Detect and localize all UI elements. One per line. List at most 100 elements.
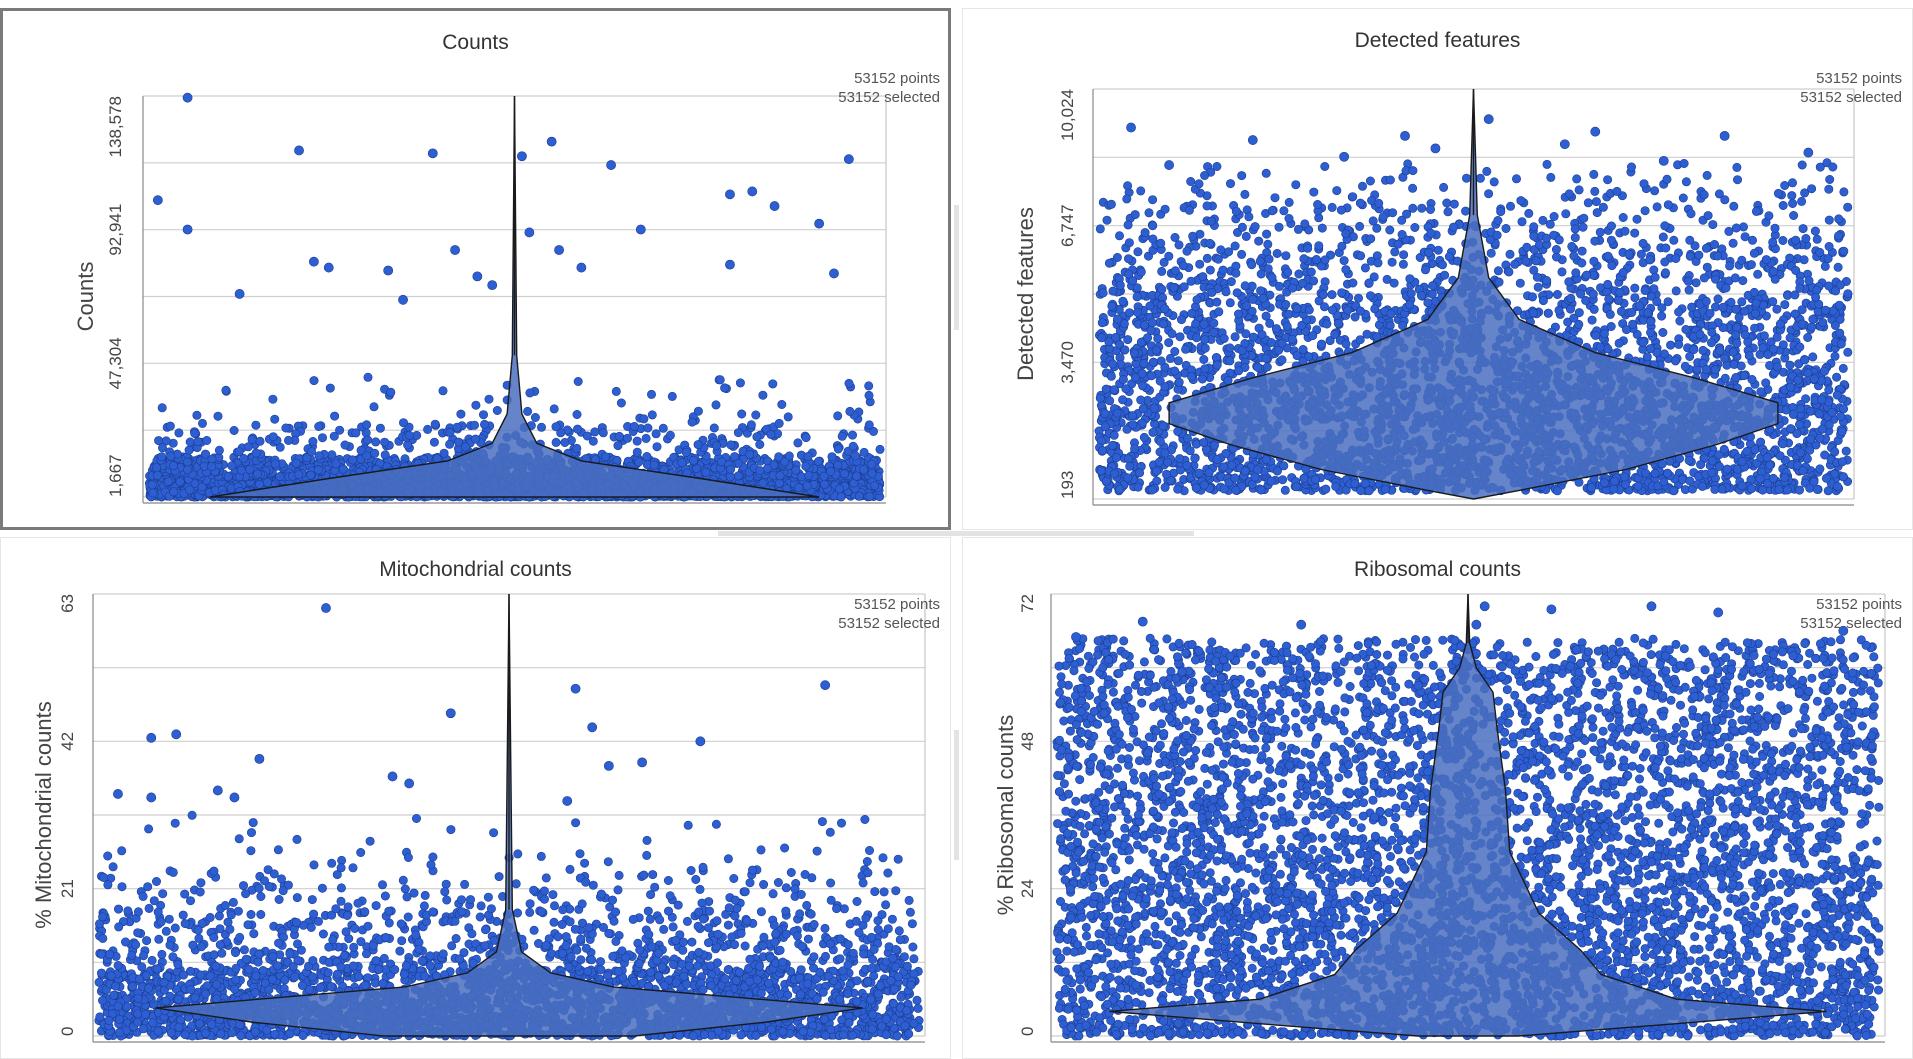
jitter-point — [460, 442, 470, 452]
jitter-point — [152, 470, 162, 480]
jitter-point — [768, 379, 778, 389]
jitter-point — [711, 400, 721, 410]
jitter-point — [658, 423, 668, 433]
jitter-point — [356, 445, 366, 455]
jitter-point — [852, 471, 862, 481]
jitter-point — [492, 405, 502, 415]
jitter-point — [642, 451, 652, 461]
jitter-point — [833, 444, 843, 454]
jitter-point — [864, 381, 874, 391]
outlier-point — [308, 256, 319, 267]
jitter-point — [819, 471, 829, 481]
jitter-point — [207, 461, 217, 471]
jitter-point — [185, 437, 195, 447]
panel-counts[interactable]: Counts 1,667 47,304 92,941 138,578 Counts 53… — [0, 8, 951, 530]
jitter-point — [687, 417, 697, 427]
outlier-point — [517, 151, 527, 162]
jitter-point — [302, 453, 312, 463]
jitter-point — [523, 406, 533, 416]
jitter-point — [283, 435, 293, 445]
jitter-point — [774, 418, 784, 428]
selection-stats: 53152 points 53152 selected — [838, 69, 940, 107]
jitter-point — [255, 436, 265, 446]
jitter-point — [1191, 483, 1201, 493]
jitter-point — [306, 447, 316, 457]
jitter-point — [735, 378, 745, 388]
jitter-point — [875, 444, 885, 454]
jitter-point — [291, 458, 301, 468]
outlier-point — [576, 262, 587, 273]
jitter-point — [1108, 440, 1118, 450]
jitter-point — [834, 484, 844, 494]
jitter-point — [309, 376, 319, 386]
jitter-point — [572, 443, 582, 453]
jitter-point — [1130, 444, 1140, 454]
jitter-point — [804, 470, 814, 480]
y-tick-label: 47,304 — [106, 337, 125, 389]
jitter-point — [243, 442, 253, 452]
jitter-point — [251, 420, 261, 430]
jitter-point — [380, 437, 390, 447]
jitter-point — [430, 419, 440, 429]
jitter-point — [1160, 482, 1170, 492]
jitter-point — [371, 437, 381, 447]
jitter-point — [1737, 481, 1747, 491]
outlier-point — [524, 227, 535, 238]
jitter-point — [314, 421, 324, 431]
jitter-point — [452, 422, 462, 432]
jitter-point — [766, 429, 776, 439]
jitter-point — [777, 399, 787, 409]
outlier-point — [546, 136, 557, 147]
jitter-point — [362, 420, 372, 430]
jitter-point — [423, 424, 433, 434]
jitter-point — [478, 410, 488, 420]
outlier-point — [234, 289, 245, 299]
jitter-point — [839, 469, 849, 479]
jitter-point — [1747, 484, 1757, 494]
jitter-point — [726, 464, 736, 474]
jitter-point — [1722, 464, 1732, 474]
jitter-point — [270, 459, 280, 469]
jitter-point — [762, 463, 772, 473]
jitter-point — [335, 425, 345, 435]
jitter-point — [239, 453, 249, 463]
jitter-point — [560, 437, 570, 447]
jitter-point — [183, 457, 193, 467]
jitter-point — [234, 447, 244, 457]
jitter-point — [198, 418, 208, 428]
y-tick-label: 1,667 — [106, 454, 125, 497]
jitter-point — [1663, 468, 1673, 478]
jitter-point — [201, 449, 211, 459]
jitter-point — [573, 424, 583, 434]
jitter-point — [454, 437, 464, 447]
jitter-point — [859, 447, 869, 457]
jitter-point — [456, 409, 466, 419]
jitter-point — [837, 431, 847, 441]
outlier-point — [383, 265, 394, 276]
jitter-point — [870, 481, 880, 491]
jitter-point — [647, 410, 657, 420]
jitter-point — [184, 445, 194, 455]
jitter-point — [166, 451, 176, 461]
jitter-point — [844, 378, 854, 388]
jitter-point — [794, 483, 804, 493]
jitter-point — [398, 418, 408, 428]
jitter-point — [375, 423, 385, 433]
jitter-point — [1175, 454, 1185, 464]
jitter-point — [348, 455, 358, 465]
jitter-point — [709, 423, 719, 433]
jitter-point — [268, 394, 278, 404]
jitter-point — [600, 452, 610, 462]
jitter-point — [1817, 424, 1827, 434]
panel-detected-features[interactable]: Detected features 193 3,470 6,747 10,024 Det… — [962, 8, 1913, 530]
jitter-point — [157, 403, 167, 413]
outlier-point — [323, 262, 334, 273]
jitter-point — [363, 435, 373, 445]
jitter-point — [796, 472, 806, 482]
jitter-point — [251, 448, 261, 458]
outlier-point — [472, 271, 483, 282]
jitter-point — [1633, 481, 1643, 491]
